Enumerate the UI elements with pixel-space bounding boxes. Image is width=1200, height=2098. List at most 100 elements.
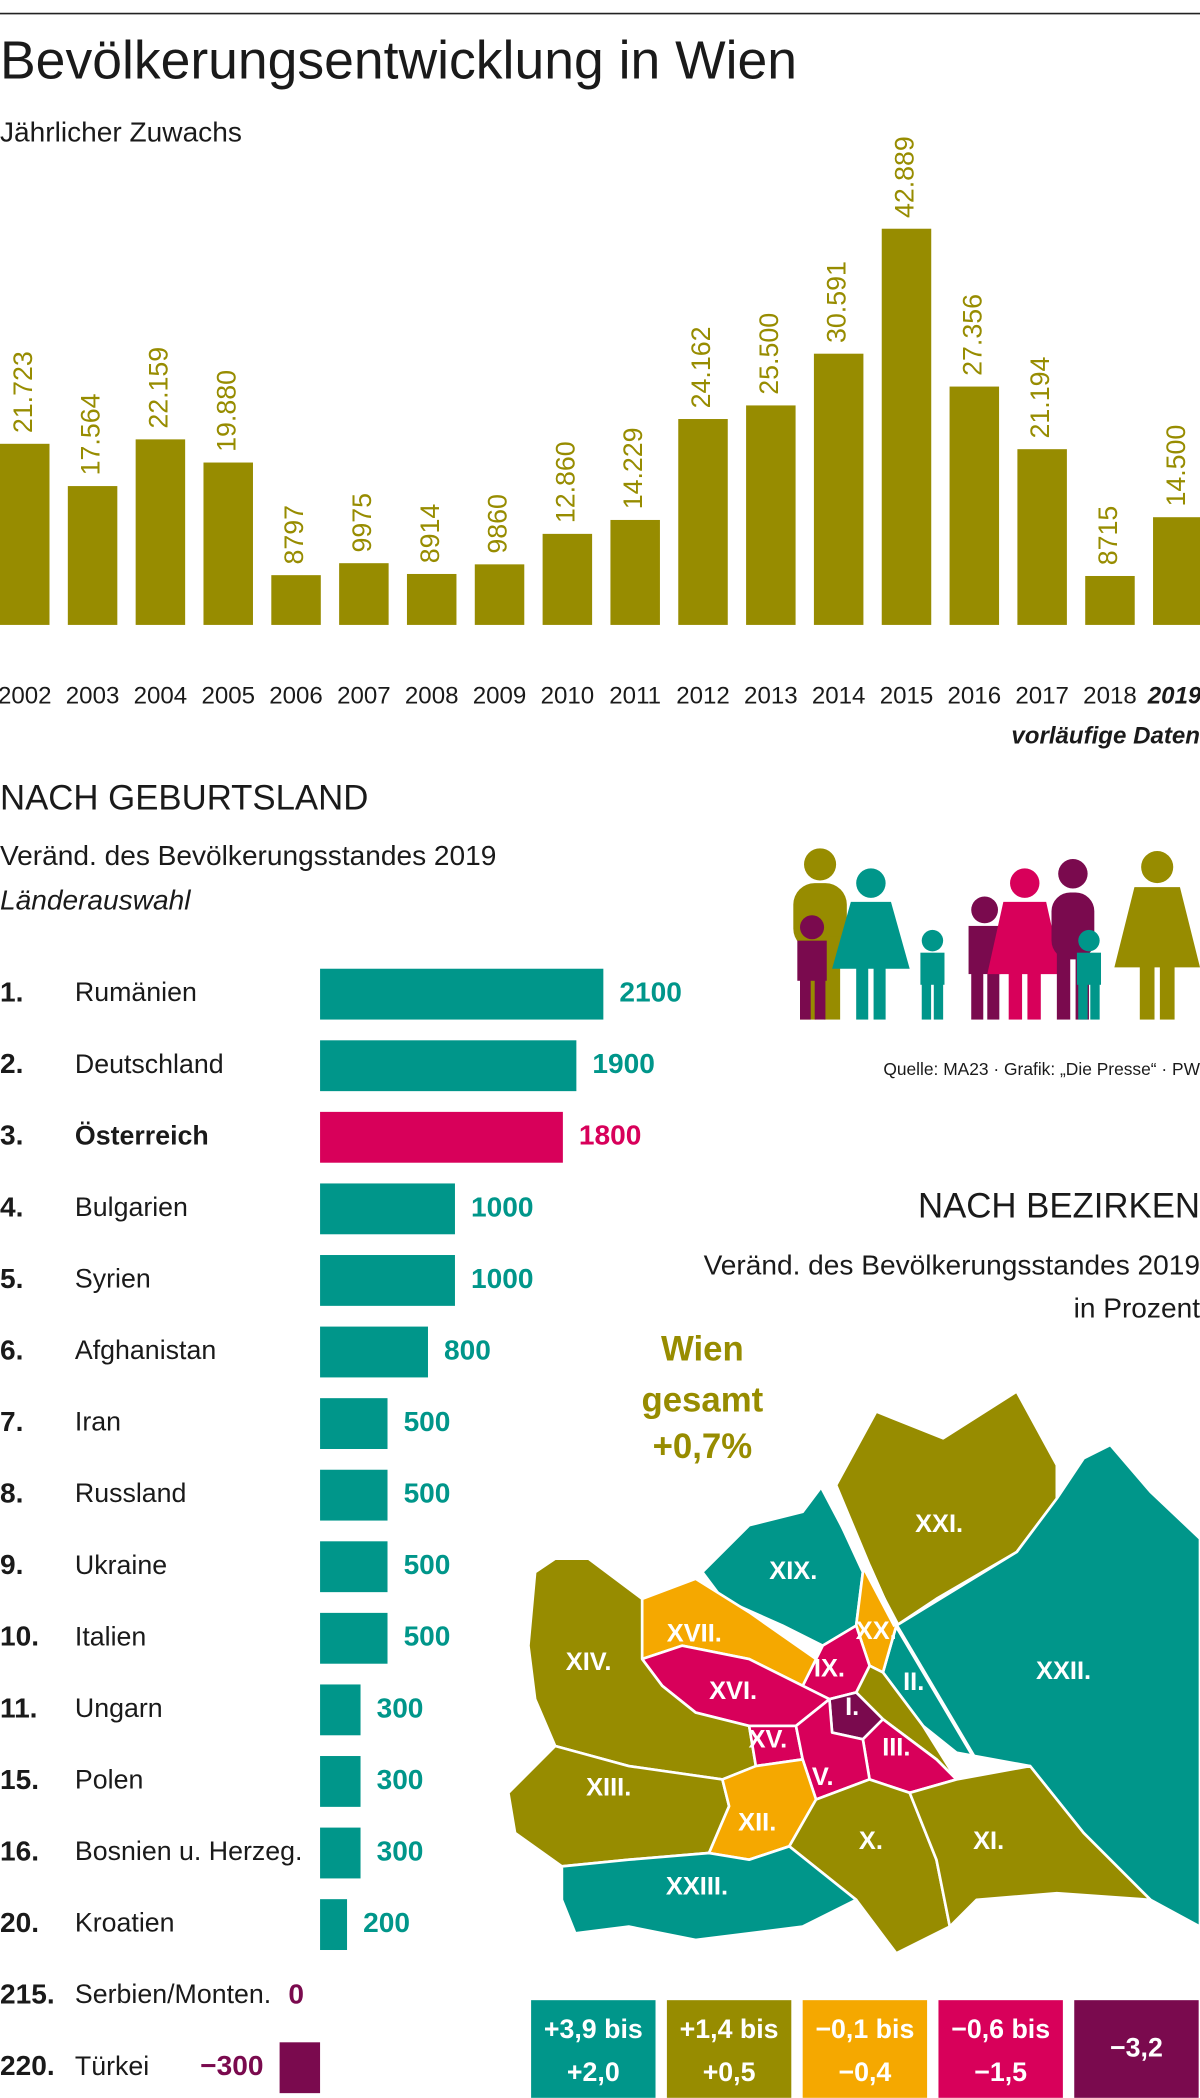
legend-swatch — [1074, 2000, 1199, 2098]
value-label: 9860 — [483, 494, 513, 554]
district — [908, 1764, 1152, 1928]
bar — [320, 1469, 388, 1521]
value-label: 1900 — [592, 1048, 654, 1079]
legend-swatch — [938, 2000, 1063, 2098]
bar — [203, 462, 253, 625]
value-label: 9975 — [347, 493, 377, 553]
bar — [610, 519, 660, 625]
rank: 10. — [0, 1621, 39, 1652]
bar — [678, 419, 728, 625]
category-label: Österreich — [75, 1120, 209, 1150]
bar — [320, 1541, 388, 1593]
section-title: NACH GEBURTSLAND — [0, 779, 368, 817]
value-label: 300 — [377, 1764, 424, 1795]
legend-label: −1,5 — [974, 2057, 1027, 2087]
district-label: I. — [845, 1693, 859, 1721]
danube — [815, 1476, 900, 1628]
value-label: 500 — [404, 1406, 451, 1437]
bar — [949, 386, 1000, 625]
x-tick-label: 2002 — [0, 683, 52, 710]
category-label: Russland — [75, 1478, 187, 1508]
district-label: XIV. — [566, 1648, 612, 1676]
bar — [320, 1756, 361, 1807]
bar — [67, 486, 118, 625]
category-label: Kroatien — [75, 1908, 175, 1938]
x-tick-label: 2016 — [948, 683, 1002, 710]
value-label: 25.500 — [754, 313, 784, 395]
district-label: III. — [882, 1733, 910, 1761]
bar — [0, 443, 50, 625]
bar — [320, 1398, 388, 1449]
category-label: Polen — [75, 1765, 143, 1795]
category-label: Bulgarien — [75, 1192, 188, 1222]
bar — [542, 533, 593, 625]
value-label: 30.591 — [822, 261, 852, 343]
value-label: 800 — [444, 1334, 491, 1365]
value-label: 1000 — [471, 1263, 533, 1294]
value-label: −300 — [200, 2050, 263, 2081]
value-label: 24.162 — [686, 326, 716, 408]
bar — [320, 1899, 348, 1951]
bar — [135, 439, 186, 625]
category-label: Ungarn — [75, 1693, 163, 1723]
district-label: XV. — [749, 1725, 788, 1753]
value-label: 300 — [377, 1692, 424, 1723]
rank: 16. — [0, 1835, 39, 1866]
bar — [746, 405, 796, 625]
x-tick-label: 2009 — [473, 683, 527, 710]
district-label: XXIII. — [666, 1873, 728, 1901]
bar — [320, 968, 604, 1020]
value-label: 200 — [363, 1907, 410, 1938]
value-label: 300 — [377, 1835, 424, 1866]
bar — [339, 563, 389, 625]
district-label: XX. — [856, 1617, 897, 1645]
value-label: 22.159 — [143, 347, 173, 429]
family-icon — [793, 848, 1200, 1020]
value-label: 500 — [404, 1549, 451, 1580]
value-label: 21.194 — [1025, 357, 1055, 439]
rank: 1. — [0, 977, 23, 1008]
chart-subtitle: Jährlicher Zuwachs — [0, 116, 242, 147]
category-label: Ukraine — [75, 1550, 167, 1580]
district-label: XXII. — [1036, 1657, 1091, 1685]
note: vorläufige Daten — [1011, 723, 1200, 750]
value-label: 17.564 — [76, 393, 106, 475]
legend-label: +3,9 bis — [544, 2014, 643, 2044]
bar — [1153, 517, 1200, 625]
bar — [320, 1111, 563, 1163]
rank: 15. — [0, 1764, 39, 1795]
value-label: 500 — [404, 1621, 451, 1652]
bar — [320, 1040, 577, 1092]
x-tick-label: 2008 — [405, 683, 459, 710]
district-label: IX. — [814, 1654, 845, 1682]
rank: 7. — [0, 1406, 23, 1437]
value-label: 8797 — [279, 505, 309, 565]
bar — [1085, 575, 1135, 625]
legend-swatch — [531, 2000, 656, 2098]
x-tick-label: 2018 — [1083, 683, 1137, 710]
rank: 8. — [0, 1478, 23, 1509]
source: Quelle: MA23 · Grafik: „Die Presse“ · PW — [883, 1059, 1200, 1079]
total-label: gesamt — [641, 1381, 763, 1419]
bar — [320, 1183, 455, 1235]
district-label: X. — [859, 1827, 883, 1855]
x-tick-label: 2007 — [337, 683, 391, 710]
value-label: 1800 — [579, 1120, 641, 1151]
value-label: 14.229 — [618, 427, 648, 509]
bar — [320, 1326, 428, 1378]
district — [881, 1443, 1200, 1928]
rank: 2. — [0, 1048, 23, 1079]
district-label: II. — [903, 1668, 924, 1696]
category-label: Rumänien — [75, 977, 197, 1007]
value-label: 42.889 — [890, 136, 920, 218]
section-subtitle: Länderauswahl — [0, 884, 191, 915]
district-label: XII. — [738, 1808, 776, 1836]
map-subtitle: Veränd. des Bevölkerungsstandes 2019 — [704, 1249, 1200, 1280]
value-label: 12.860 — [550, 441, 580, 523]
legend-label: +2,0 — [567, 2057, 620, 2087]
x-tick-label: 2012 — [676, 683, 730, 710]
x-tick-label: 2003 — [66, 683, 120, 710]
x-tick-label: 2004 — [134, 683, 188, 710]
bar — [320, 1684, 361, 1736]
